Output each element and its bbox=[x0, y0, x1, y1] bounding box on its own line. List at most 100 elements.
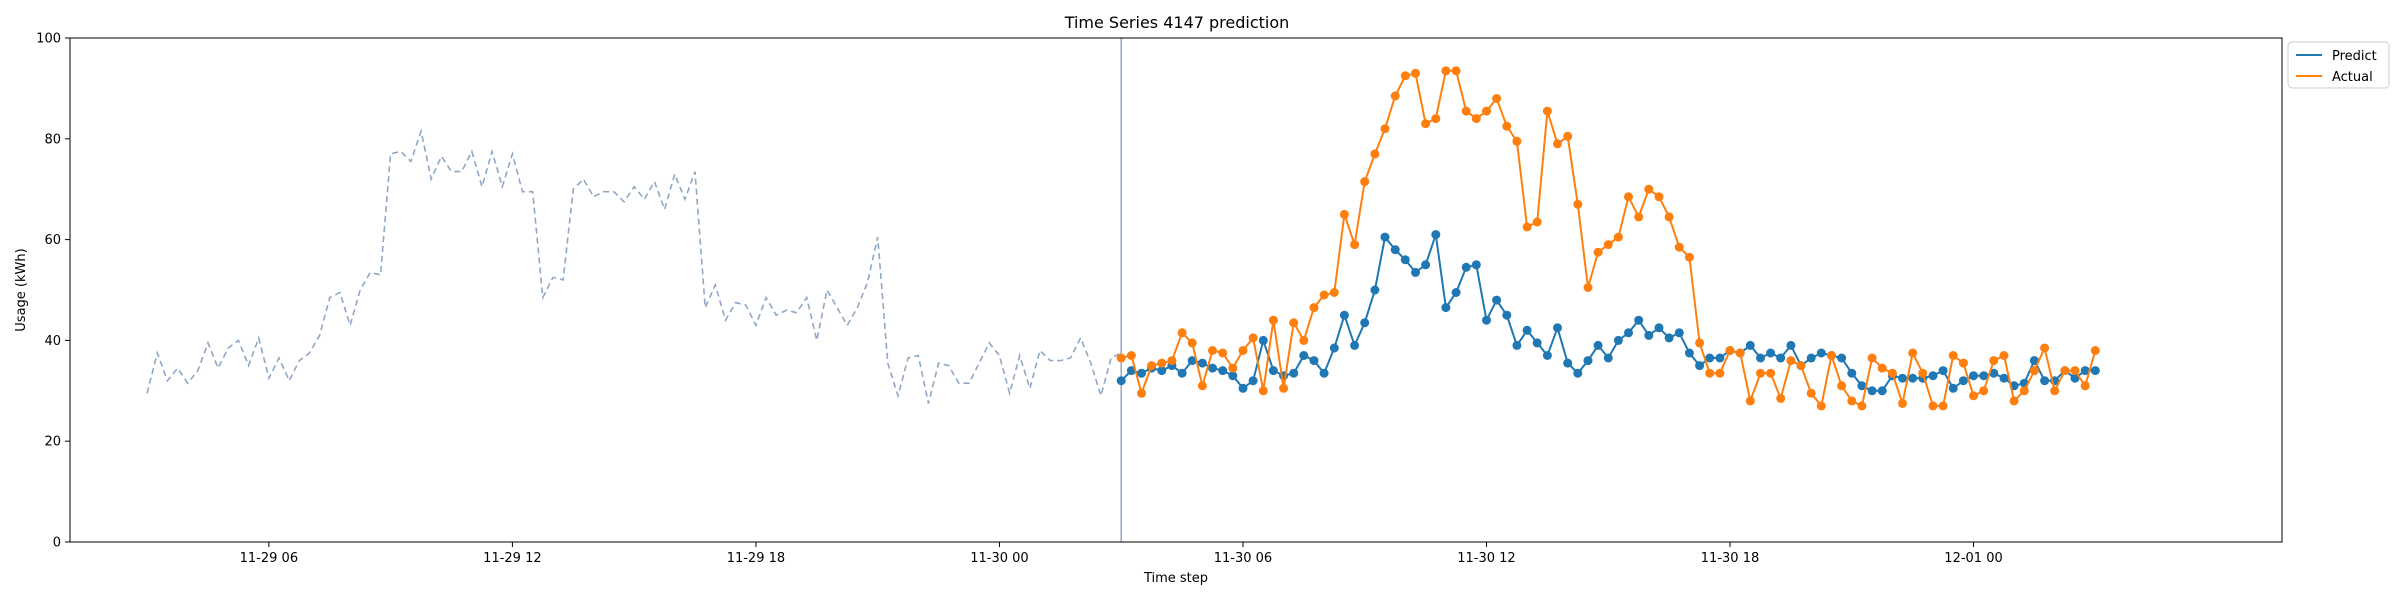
data-point-predict bbox=[1492, 295, 1502, 305]
data-point-predict bbox=[1938, 366, 1948, 376]
data-point-actual bbox=[1218, 348, 1228, 358]
data-point-predict bbox=[2070, 373, 2080, 383]
data-point-actual bbox=[1461, 106, 1471, 116]
data-point-actual bbox=[1532, 217, 1542, 227]
data-point-actual bbox=[1898, 398, 1907, 408]
data-point-predict bbox=[1238, 383, 1248, 393]
data-point-actual bbox=[1644, 184, 1654, 194]
data-point-predict bbox=[1634, 315, 1644, 325]
data-point-actual bbox=[1482, 106, 1491, 116]
data-point-predict bbox=[1603, 353, 1613, 363]
data-point-predict bbox=[1583, 356, 1593, 366]
legend-label-actual: Actual bbox=[2332, 70, 2373, 85]
data-point-predict bbox=[1766, 348, 1776, 358]
data-point-actual bbox=[1634, 212, 1644, 222]
data-point-predict bbox=[1847, 368, 1857, 378]
data-point-actual bbox=[1918, 368, 1928, 378]
data-point-predict bbox=[2080, 366, 2090, 376]
data-point-predict bbox=[2040, 376, 2050, 386]
data-point-actual bbox=[1492, 94, 1502, 103]
data-point-actual bbox=[2060, 366, 2070, 376]
data-point-actual bbox=[1360, 177, 1370, 187]
y-tick-label: 100 bbox=[36, 32, 61, 47]
y-tick-label: 80 bbox=[44, 132, 61, 147]
data-point-actual bbox=[1116, 353, 1126, 363]
series-actual bbox=[1116, 66, 2100, 411]
y-axis-title: Usage (kWh) bbox=[14, 248, 29, 331]
data-point-actual bbox=[1400, 71, 1410, 81]
data-point-actual bbox=[1279, 383, 1289, 393]
data-point-actual bbox=[1289, 318, 1299, 328]
data-point-actual bbox=[1776, 393, 1786, 403]
data-point-predict bbox=[1542, 351, 1552, 360]
data-point-actual bbox=[1796, 361, 1806, 371]
legend: Predict Actual bbox=[2287, 41, 2390, 89]
data-point-predict bbox=[1218, 366, 1228, 376]
data-point-predict bbox=[1400, 255, 1410, 265]
data-point-actual bbox=[1441, 66, 1451, 76]
data-point-predict bbox=[1380, 232, 1390, 242]
y-tick-label: 60 bbox=[44, 233, 61, 248]
data-point-predict bbox=[1948, 383, 1958, 393]
data-point-predict bbox=[1137, 368, 1146, 378]
data-point-actual bbox=[1370, 149, 1380, 159]
data-point-actual bbox=[1380, 124, 1390, 134]
data-point-actual bbox=[1512, 136, 1522, 146]
data-point-actual bbox=[1248, 333, 1258, 343]
data-point-actual bbox=[1766, 368, 1776, 378]
data-point-actual bbox=[1553, 139, 1562, 149]
data-point-actual bbox=[1126, 351, 1136, 360]
data-point-actual bbox=[2009, 396, 2019, 406]
data-point-actual bbox=[1471, 114, 1481, 124]
data-point-actual bbox=[1208, 346, 1217, 355]
data-point-actual bbox=[1421, 119, 1431, 129]
data-point-predict bbox=[1756, 353, 1765, 363]
data-point-actual bbox=[1948, 351, 1958, 360]
data-point-predict bbox=[1319, 368, 1329, 378]
data-point-predict bbox=[1624, 328, 1633, 338]
data-point-predict bbox=[1228, 371, 1238, 381]
data-point-actual bbox=[1969, 391, 1978, 401]
data-point-actual bbox=[1309, 303, 1319, 313]
data-point-predict bbox=[1197, 358, 1207, 368]
data-point-actual bbox=[1613, 232, 1623, 242]
data-point-actual bbox=[1908, 348, 1918, 358]
data-point-actual bbox=[1928, 401, 1938, 411]
data-point-predict bbox=[1674, 328, 1684, 338]
data-point-predict bbox=[1705, 353, 1715, 363]
data-point-actual bbox=[1228, 363, 1238, 373]
data-point-predict bbox=[1573, 368, 1583, 378]
data-point-actual bbox=[1695, 338, 1705, 348]
x-axis: 11-29 06 11-29 12 11-29 18 11-30 00 11-30 06… bbox=[240, 542, 2003, 566]
data-point-predict bbox=[1806, 353, 1816, 363]
data-point-actual bbox=[1756, 368, 1765, 378]
data-point-predict bbox=[1289, 368, 1299, 378]
data-point-actual bbox=[2019, 386, 2029, 396]
data-point-predict bbox=[1441, 303, 1451, 313]
data-point-actual bbox=[1979, 386, 1989, 396]
data-point-actual bbox=[1502, 121, 1512, 131]
x-tick-label: 11-30 18 bbox=[1701, 551, 1759, 566]
data-point-actual bbox=[1157, 358, 1167, 368]
data-point-predict bbox=[1471, 260, 1481, 270]
data-point-predict bbox=[1816, 348, 1826, 358]
data-point-actual bbox=[1167, 356, 1177, 366]
data-point-predict bbox=[1431, 230, 1441, 240]
data-point-actual bbox=[1857, 401, 1867, 411]
data-point-actual bbox=[1938, 401, 1948, 411]
data-point-actual bbox=[1268, 315, 1278, 325]
data-point-actual bbox=[2070, 366, 2080, 376]
data-point-actual bbox=[1390, 91, 1400, 101]
chart-title: Time Series 4147 prediction bbox=[1064, 13, 1290, 32]
legend-label-predict: Predict bbox=[2332, 49, 2377, 64]
data-point-actual bbox=[1887, 368, 1897, 378]
plot-frame bbox=[69, 37, 2283, 543]
data-point-actual bbox=[1837, 381, 1847, 391]
data-point-actual bbox=[1806, 388, 1816, 398]
data-point-actual bbox=[1350, 240, 1360, 250]
data-point-actual bbox=[1411, 68, 1420, 78]
data-point-predict bbox=[1684, 348, 1694, 358]
data-point-predict bbox=[1877, 386, 1887, 396]
data-point-actual bbox=[1238, 346, 1248, 355]
